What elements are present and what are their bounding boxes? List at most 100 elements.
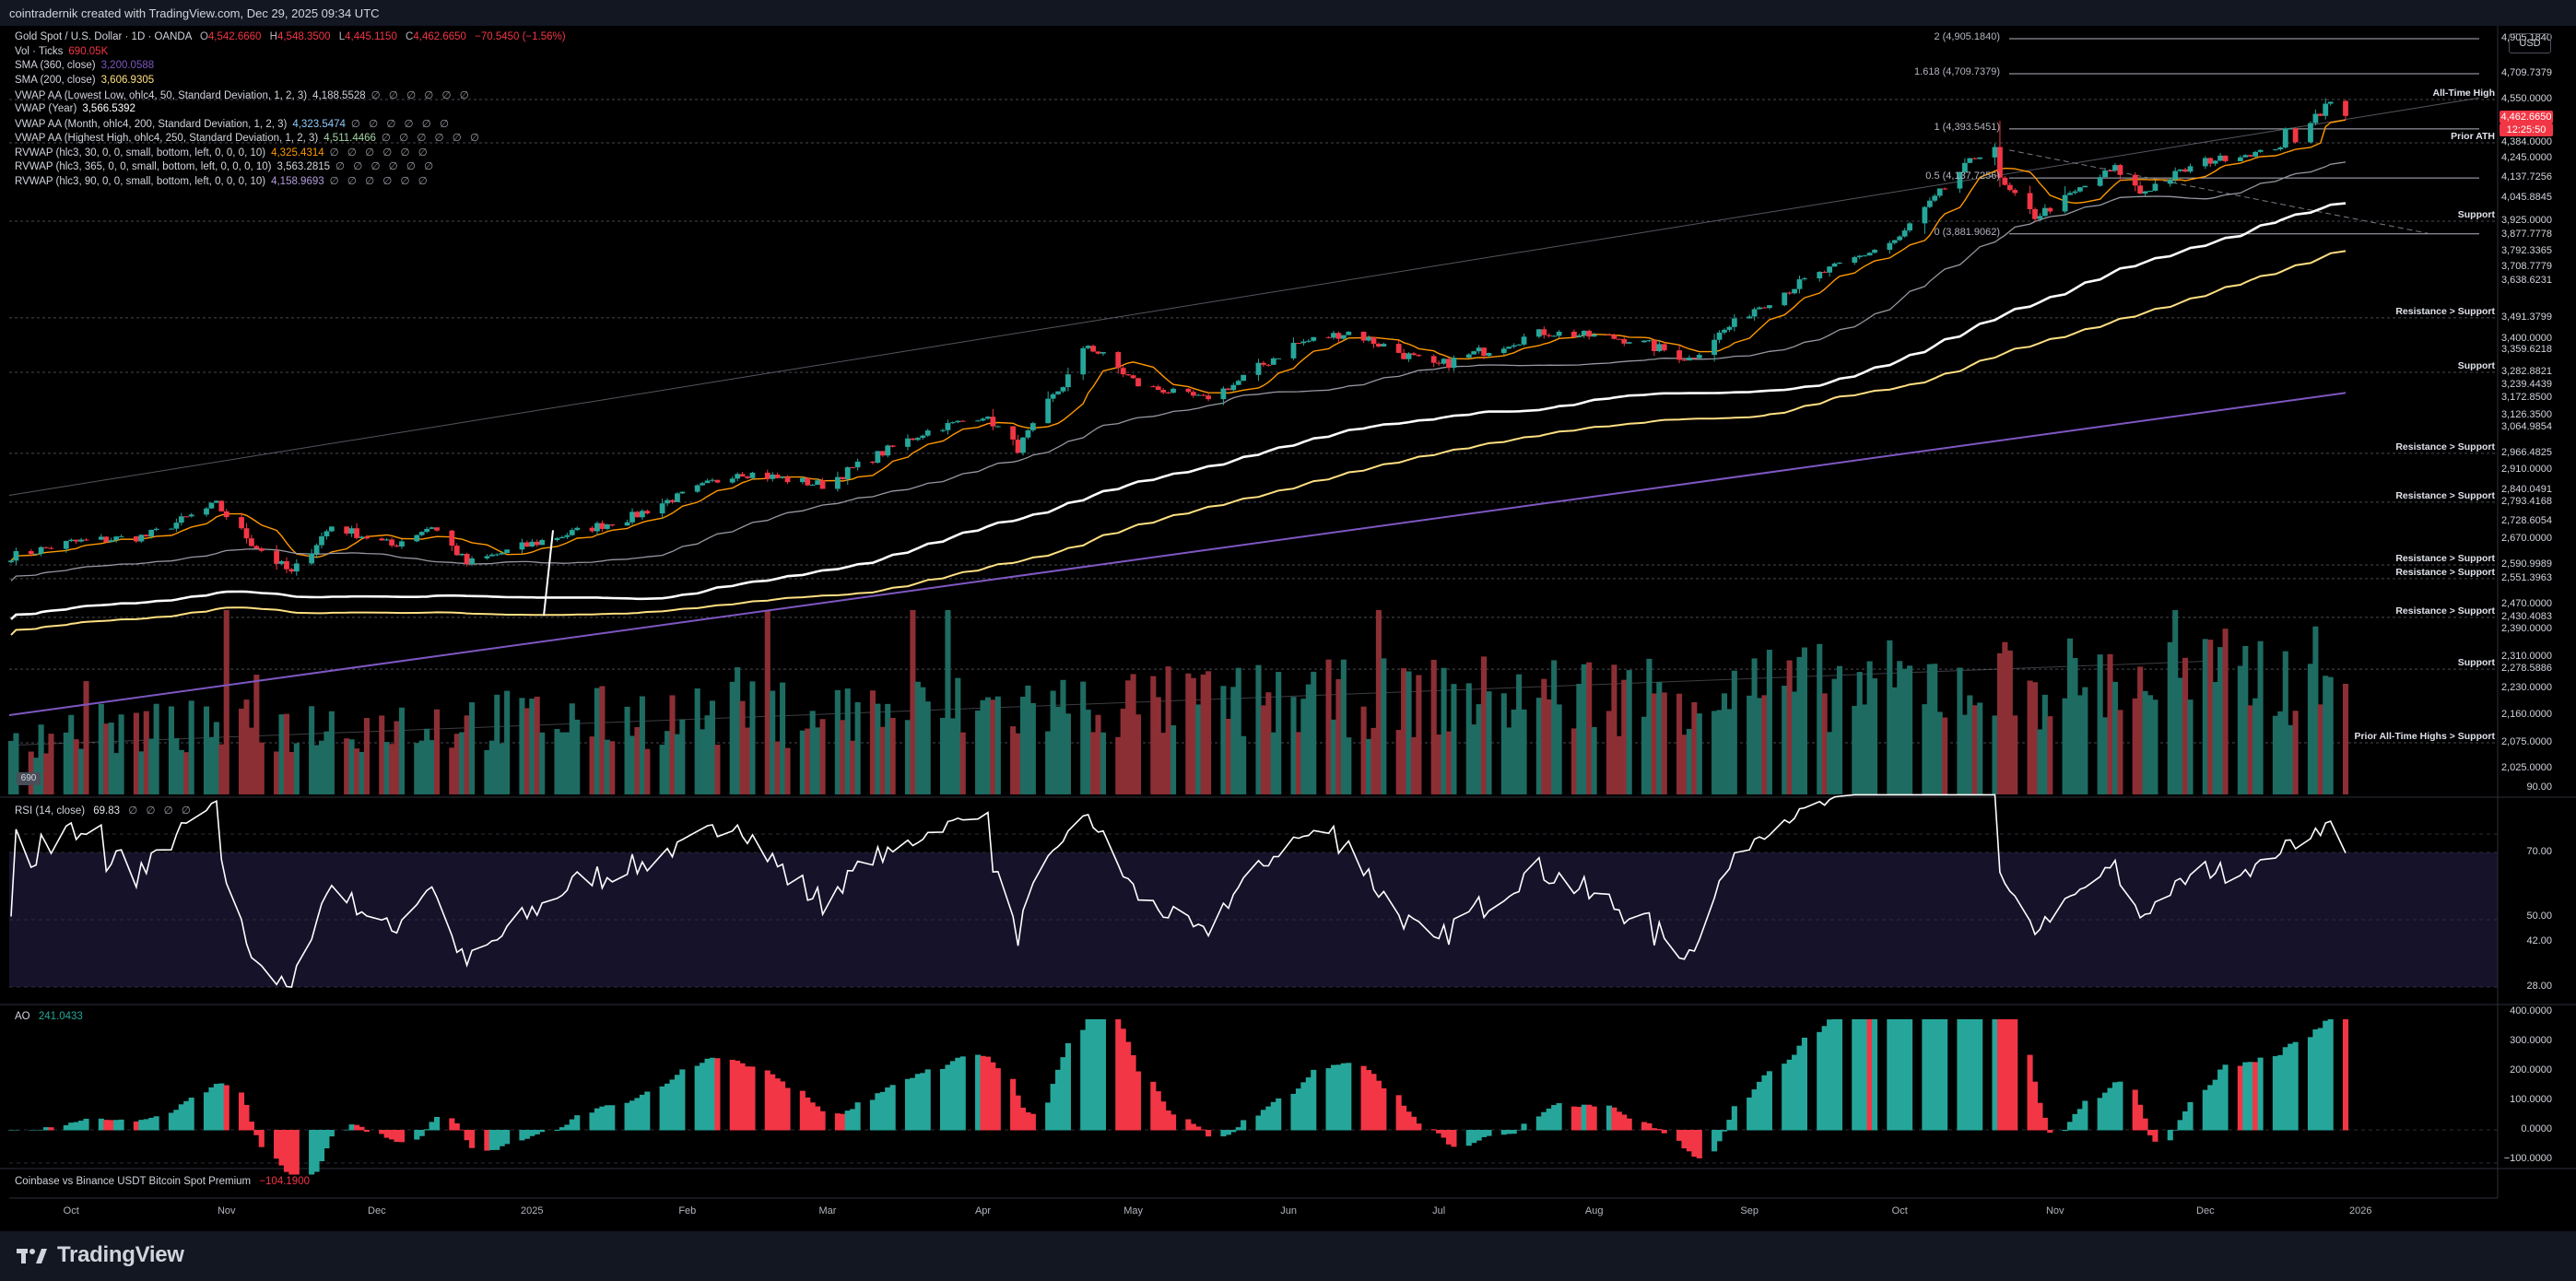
volume-bar (133, 712, 139, 794)
ao-bar (1375, 1080, 1382, 1131)
volume-bar (1325, 659, 1332, 794)
volume-bar (278, 714, 285, 794)
volume-bar (1290, 697, 1297, 794)
candle-body (389, 539, 394, 546)
ao-bar (1511, 1130, 1517, 1134)
ao-bar (278, 1130, 285, 1166)
ao-bar (469, 1130, 476, 1148)
ao-bar (1792, 1054, 1798, 1131)
ao-bar (183, 1100, 190, 1131)
price-tick-label: 2,430.4083 (2500, 610, 2552, 622)
time-tick-label: Mar (818, 1205, 837, 1216)
candle-body (1381, 344, 1387, 347)
volume-bar (984, 697, 991, 794)
ao-bar (424, 1129, 430, 1131)
rsi-legend[interactable]: RSI (14, close) 69.83 ∅ ∅ ∅ ∅ (15, 804, 194, 817)
ao-bar (704, 1058, 711, 1131)
open-value: 4,542.6660 (207, 31, 262, 42)
candle-body (1535, 329, 1542, 337)
tradingview-logo-text: TradingView (57, 1242, 184, 1267)
ao-bar (784, 1087, 791, 1131)
candle-body (1500, 348, 1507, 354)
volume-bar (1445, 731, 1453, 794)
ao-bar (1135, 1071, 1142, 1131)
ao-bar (1731, 1106, 1737, 1131)
sma-200-line (10, 250, 2347, 636)
ao-bar (2002, 1019, 2008, 1131)
ao-bar (1346, 1063, 1352, 1131)
volume-bar (208, 736, 215, 794)
candle-body (854, 461, 861, 468)
price-tick-label: 2,160.0000 (2500, 709, 2552, 720)
ao-bar (414, 1130, 420, 1140)
candle-body (914, 438, 921, 441)
candle-body (1090, 346, 1096, 352)
candle-body (68, 539, 75, 541)
candle-body (28, 551, 34, 555)
candle-body (1441, 358, 1447, 364)
candle-body (975, 420, 981, 422)
candle-body (1015, 439, 1021, 453)
ao-bar (2117, 1081, 2123, 1131)
volume-bar (990, 699, 996, 794)
ao-bar (98, 1118, 104, 1131)
volume-bar (429, 740, 435, 794)
volume-bar (2037, 729, 2043, 794)
volume-bar (1335, 678, 1342, 794)
candle-body (1967, 158, 1973, 163)
ao-bar (348, 1124, 355, 1131)
volume-bar (1115, 736, 1122, 794)
ao-legend[interactable]: AO 241.0433 (15, 1011, 83, 1022)
volume-bar (459, 732, 465, 794)
indicator-value: 4,511.4466 (323, 133, 376, 145)
ao-tick-label: 0.0000 (2521, 1123, 2552, 1134)
ao-bar (363, 1130, 370, 1133)
volume-bar (2242, 645, 2249, 794)
volume-bar (1416, 675, 1422, 794)
candle-body (1476, 347, 1482, 352)
ao-bar (1641, 1122, 1648, 1131)
candle-body (980, 418, 986, 421)
candle-body (108, 540, 114, 543)
volume-bar (1817, 643, 1823, 794)
ao-bar (920, 1073, 926, 1131)
candle-body (1611, 335, 1617, 339)
volume-bar (1120, 708, 1126, 794)
candle-layer (8, 98, 2348, 576)
volume-bar (539, 732, 546, 794)
volume-bar (819, 719, 826, 794)
candle-body (1541, 329, 1547, 335)
chart-canvas[interactable] (0, 26, 2576, 1231)
candle-body (1856, 255, 1863, 258)
candle-body (1761, 307, 1768, 309)
candle-body (1190, 392, 1196, 396)
volume-bar (729, 681, 735, 794)
volume-bar (178, 749, 184, 794)
ao-bar (1200, 1129, 1206, 1131)
volume-bar (1862, 704, 1868, 794)
ao-bar (910, 1077, 916, 1131)
candle-body (1065, 374, 1071, 388)
symbol-legend[interactable]: Gold Spot / U.S. Dollar · 1D · OANDA O4,… (15, 31, 566, 42)
ao-bar (1401, 1105, 1407, 1131)
candle-body (1436, 362, 1442, 364)
ao-bar (2342, 1019, 2349, 1131)
ao-bar (819, 1111, 826, 1131)
volume-bar (1786, 660, 1793, 794)
ao-bar (2132, 1089, 2138, 1131)
premium-legend[interactable]: Coinbase vs Binance USDT Bitcoin Spot Pr… (15, 1176, 310, 1187)
candle-body (799, 477, 806, 483)
candle-body (1200, 394, 1206, 396)
volume-bar (433, 709, 441, 794)
candle-body (1125, 374, 1132, 376)
price-tick-label: 4,045.8845 (2500, 192, 2552, 204)
volume-bar (1010, 726, 1017, 794)
ao-bar (2327, 1019, 2334, 1131)
candle-body (1416, 355, 1422, 357)
ao-bar (379, 1130, 385, 1134)
ao-bar (1441, 1130, 1447, 1138)
ao-layer (7, 1019, 2349, 1175)
currency-button[interactable]: USD (2509, 33, 2551, 53)
candle-body (138, 535, 145, 542)
volume-bar (1241, 735, 1247, 794)
